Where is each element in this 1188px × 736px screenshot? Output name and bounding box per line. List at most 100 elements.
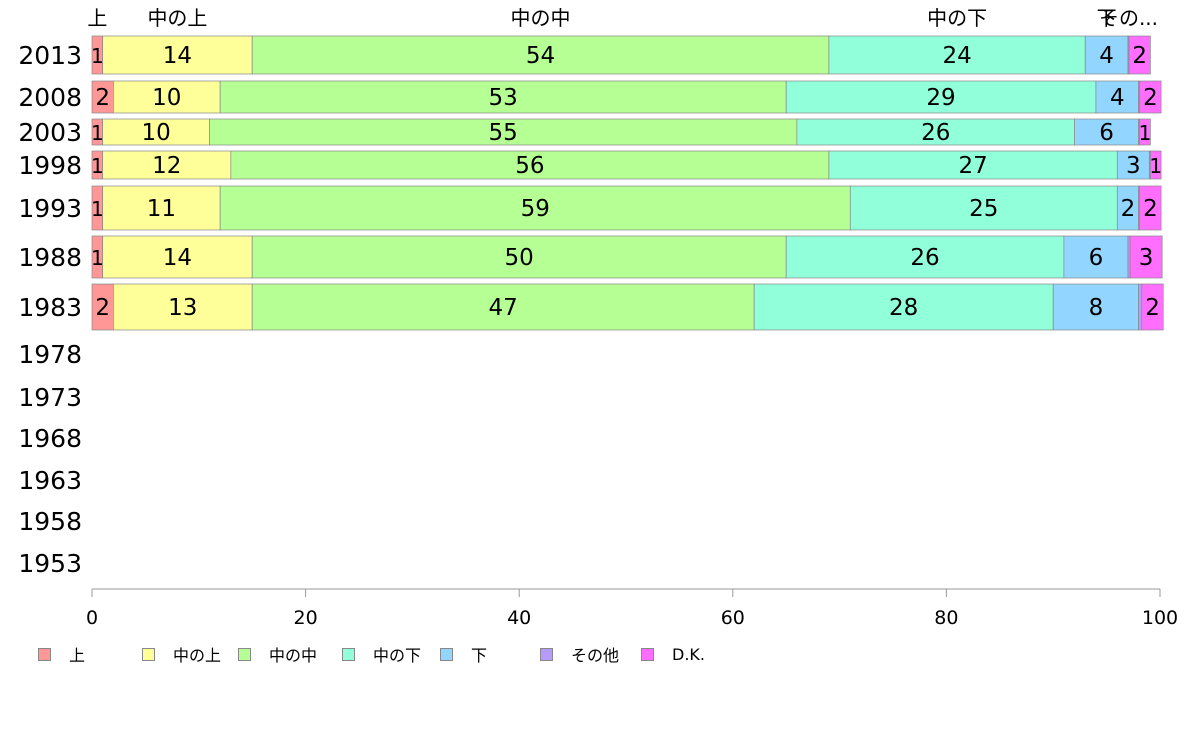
data-label: 6	[1089, 245, 1104, 271]
category-label: 1968	[18, 424, 82, 453]
legend-swatch	[440, 647, 453, 661]
category-label: 1993	[18, 194, 82, 223]
bar-segment	[753, 283, 1054, 331]
legend-item: D.K.	[641, 642, 705, 666]
top-category-label: 中の中	[511, 6, 571, 30]
data-label: 2	[95, 295, 110, 321]
bar-segment	[219, 80, 787, 114]
data-label: 29	[926, 85, 955, 111]
x-tick-label: 60	[721, 607, 745, 629]
x-tick-label: 40	[507, 607, 531, 629]
data-label: 2	[1143, 85, 1158, 111]
top-category-label: 下	[1097, 6, 1117, 30]
x-tick-label: 0	[86, 607, 98, 629]
legend-item: 中の中	[238, 642, 317, 666]
top-category-label: 中の上	[147, 6, 207, 30]
legend-label: 下	[471, 646, 488, 665]
data-label: 56	[515, 153, 544, 179]
category-label: 1953	[18, 549, 82, 578]
bar-segment	[102, 185, 221, 231]
legend-label: 中の中	[269, 646, 318, 665]
top-category-label: 中の下	[927, 6, 987, 30]
category-label: 1988	[18, 243, 82, 272]
legend-item: 中の上	[142, 642, 221, 666]
data-label: 27	[958, 153, 987, 179]
bar-segment	[1138, 283, 1143, 331]
category-label: 1958	[18, 507, 82, 536]
data-label: 54	[526, 43, 555, 69]
data-label: 8	[1089, 295, 1104, 321]
data-label: 4	[1110, 85, 1125, 111]
bar-segment	[1139, 185, 1162, 231]
data-label: 1	[91, 44, 104, 68]
legend: 上 中の上 中の中 中の下 下 その他 D.K.	[38, 642, 1158, 666]
bar-segment	[230, 150, 830, 180]
data-label: 3	[1126, 153, 1141, 179]
bar-segment	[102, 118, 210, 146]
legend-swatch	[540, 647, 553, 661]
legend-item: 下	[440, 642, 487, 666]
bar-segment	[849, 185, 1118, 231]
bar-segment	[1052, 283, 1139, 331]
data-label: 4	[1099, 43, 1114, 69]
legend-label: 上	[69, 646, 86, 665]
category-label: 1998	[18, 151, 82, 180]
data-label: 14	[163, 43, 192, 69]
data-label: 11	[147, 196, 176, 222]
data-label: 13	[168, 295, 197, 321]
data-label: 47	[489, 295, 518, 321]
bar-segment	[251, 35, 830, 75]
legend-swatch	[342, 647, 355, 661]
bar-segment	[1129, 235, 1163, 279]
data-label: 14	[163, 245, 192, 271]
x-tick-label: 100	[1142, 607, 1178, 629]
legend-swatch	[238, 647, 251, 661]
top-category-label: 上	[87, 6, 107, 30]
data-label: 26	[910, 245, 939, 271]
bar-segment	[251, 235, 787, 279]
data-label: 2	[1121, 196, 1136, 222]
data-label: 2	[1143, 196, 1158, 222]
data-label: 10	[141, 120, 170, 146]
data-label: 1	[91, 246, 104, 270]
data-label: 24	[942, 43, 971, 69]
data-label: 1	[91, 197, 104, 221]
bar-segment	[1074, 118, 1139, 146]
data-label: 50	[505, 245, 534, 271]
data-label: 1	[91, 154, 104, 178]
data-label: 12	[152, 153, 181, 179]
category-label: 1983	[18, 293, 82, 322]
legend-item: 上	[38, 642, 85, 666]
legend-item: その他	[540, 642, 619, 666]
data-label: 2	[95, 85, 110, 111]
data-label: 59	[521, 196, 550, 222]
data-label: 2	[1145, 295, 1160, 321]
category-label: 1963	[18, 466, 82, 495]
bar-segment	[1150, 150, 1162, 180]
category-label: 2013	[18, 41, 82, 70]
bar-segment	[828, 150, 1118, 180]
bar-segment	[1139, 80, 1162, 114]
data-label: 28	[889, 295, 918, 321]
legend-swatch	[142, 647, 155, 661]
category-label: 2008	[18, 83, 82, 112]
data-label: 1	[1149, 154, 1162, 178]
data-label: 55	[489, 120, 518, 146]
x-tick-label: 80	[934, 607, 958, 629]
bar-segment	[1141, 283, 1164, 331]
legend-label: 中の上	[173, 646, 222, 665]
top-category-label: その...	[1099, 6, 1158, 30]
bar-segment	[1128, 35, 1151, 75]
data-label: 1	[91, 121, 104, 145]
data-label: 26	[921, 120, 950, 146]
data-label: 3	[1139, 245, 1154, 271]
data-label: 1	[1139, 121, 1152, 145]
x-tick-label: 20	[294, 607, 318, 629]
legend-swatch	[38, 647, 51, 661]
bar-segment	[209, 118, 798, 146]
legend-label: その他	[571, 646, 620, 665]
data-label: 10	[152, 85, 181, 111]
bar-segment	[102, 150, 232, 180]
data-label: 2	[1132, 43, 1147, 69]
